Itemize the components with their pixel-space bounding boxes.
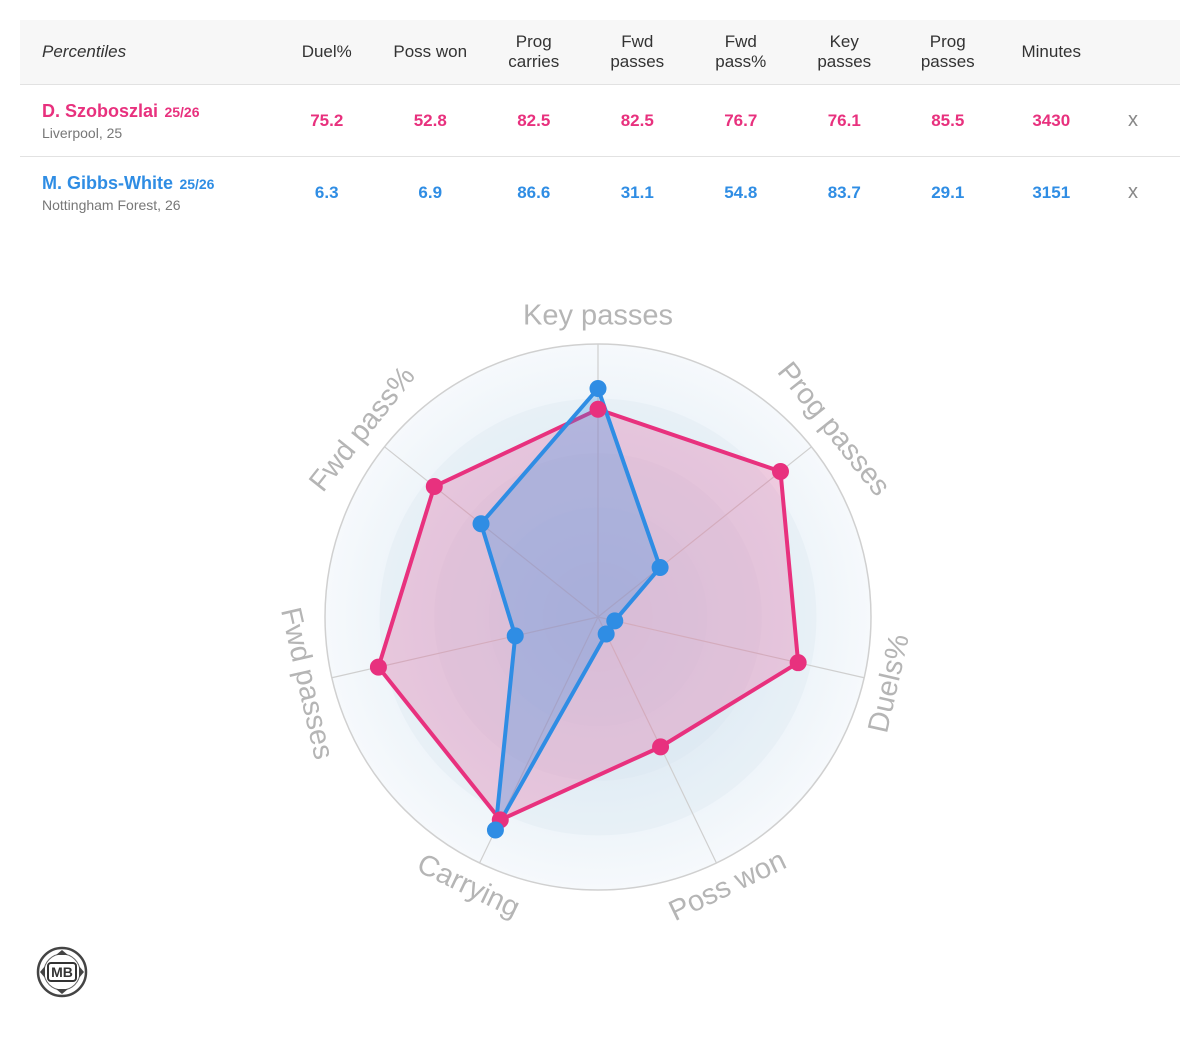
stat-prog-carries: 82.5: [517, 110, 551, 130]
radar-point[interactable]: [597, 625, 615, 643]
stat-duel-pct: 6.3: [314, 182, 339, 202]
stat-minutes: 3151: [1032, 182, 1071, 202]
stat-key-passes: 76.1: [827, 110, 861, 130]
logo-text: MB: [51, 964, 73, 980]
stat-key-passes: 83.7: [827, 182, 861, 202]
remove-player-button[interactable]: x: [1128, 109, 1138, 131]
radar-point[interactable]: [369, 658, 387, 676]
radar-point[interactable]: [486, 821, 504, 839]
radar-series-polygon: [376, 407, 801, 822]
radar-point[interactable]: [506, 627, 524, 645]
col-key-passes: Key passes: [817, 32, 872, 71]
col-poss-won: Poss won: [393, 42, 468, 61]
radar-series-polygon: [479, 386, 663, 833]
stat-minutes: 3430: [1032, 110, 1071, 130]
table-header: Percentiles Duel% Poss won Prog carries …: [20, 20, 1180, 85]
stat-poss-won: 52.8: [413, 110, 447, 130]
table-row-player-1: D. Szoboszlai 25/26 Liverpool, 25 75.2 5…: [20, 85, 1180, 157]
col-prog-passes: Prog passes: [920, 32, 975, 71]
player-season: 25/26: [164, 103, 200, 120]
player-season: 25/26: [179, 175, 215, 192]
player-cell: D. Szoboszlai 25/26 Liverpool, 25: [20, 101, 275, 141]
radar-point[interactable]: [771, 462, 789, 480]
stat-fwd-pass-pct: 76.7: [724, 110, 758, 130]
radar-point[interactable]: [589, 379, 607, 397]
radar-point[interactable]: [472, 515, 490, 533]
player-name[interactable]: D. Szoboszlai: [42, 100, 159, 121]
player-name[interactable]: M. Gibbs-White: [42, 172, 173, 193]
stat-prog-passes: 85.5: [931, 110, 965, 130]
header-percentiles: Percentiles: [42, 42, 127, 61]
col-prog-carries: Prog carries: [508, 32, 560, 71]
stat-duel-pct: 75.2: [310, 110, 344, 130]
player-meta: Nottingham Forest, 26: [42, 196, 181, 213]
radar-point[interactable]: [589, 400, 607, 418]
col-fwd-passes: Fwd passes: [610, 32, 665, 71]
stat-fwd-passes: 82.5: [620, 110, 654, 130]
radar-point[interactable]: [606, 612, 624, 630]
player-cell: M. Gibbs-White 25/26 Nottingham Forest, …: [20, 173, 275, 213]
mb-logo: MB: [36, 946, 88, 998]
percentiles-table: Percentiles Duel% Poss won Prog carries …: [20, 20, 1180, 228]
table-row-player-2: M. Gibbs-White 25/26 Nottingham Forest, …: [20, 157, 1180, 228]
radar-point[interactable]: [425, 477, 443, 495]
stat-fwd-pass-pct: 54.8: [724, 182, 758, 202]
stat-poss-won: 6.9: [418, 182, 443, 202]
radar-axis-line: [597, 616, 865, 679]
radar-series: [369, 379, 807, 839]
remove-player-button[interactable]: x: [1128, 181, 1138, 203]
player-meta: Liverpool, 25: [42, 124, 123, 141]
stat-fwd-passes: 31.1: [620, 182, 654, 202]
stat-prog-passes: 29.1: [931, 182, 965, 202]
stat-prog-carries: 86.6: [517, 182, 551, 202]
radar-axis-label: Key passes: [523, 300, 673, 332]
radar-axis-line: [384, 446, 599, 618]
radar-point[interactable]: [789, 654, 807, 672]
col-minutes: Minutes: [1021, 42, 1082, 61]
radar-point[interactable]: [651, 558, 669, 576]
col-fwd-pass-pct: Fwd pass%: [715, 32, 767, 71]
radar-point[interactable]: [652, 738, 670, 756]
col-duel-pct: Duel%: [301, 42, 352, 61]
radar-axis-label: Duels%: [862, 631, 915, 736]
